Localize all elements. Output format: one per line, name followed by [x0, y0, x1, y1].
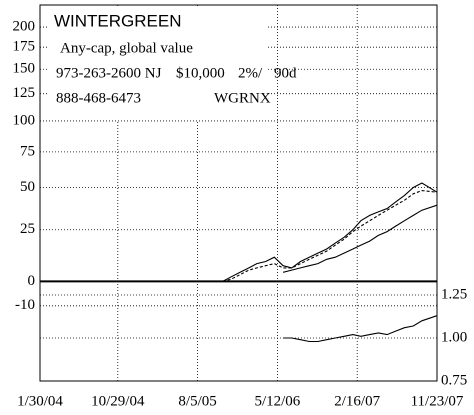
y-tick-label: 25 — [20, 221, 35, 237]
series-line — [222, 182, 438, 282]
x-tick-label: 10/29/04 — [91, 393, 145, 409]
y2-tick-label: 0.75 — [441, 372, 467, 388]
y-tick-label: 50 — [20, 179, 35, 195]
y-tick-label: 100 — [13, 112, 36, 128]
y-tick-label: 200 — [13, 19, 36, 35]
x-tick-label: 8/5/05 — [178, 393, 216, 409]
y2-tick-label: 1.00 — [441, 329, 467, 345]
info-box — [48, 8, 268, 120]
plot-frame — [39, 4, 438, 382]
y2-tick-label: 1.25 — [441, 286, 467, 302]
subtitle: 973-263-2600 NJ — [56, 65, 162, 81]
y-tick-label: 0 — [28, 273, 36, 289]
chart-title: WINTERGREEN — [54, 11, 182, 30]
x-tick-label: 1/30/04 — [17, 393, 63, 409]
series-line — [282, 204, 438, 273]
x-tick-label: 11/23/07 — [411, 393, 464, 409]
subtitle: $10,000 — [176, 65, 225, 81]
y-tick-label: 150 — [13, 61, 36, 77]
x-tick-label: 2/16/07 — [334, 393, 380, 409]
series-line — [283, 315, 438, 343]
y-tick-label: 125 — [13, 85, 36, 101]
y-tick-label: 75 — [20, 143, 35, 159]
y-tick-label: 175 — [13, 39, 36, 55]
subtitle: WGRNX — [214, 90, 271, 106]
subtitle: 90d — [274, 65, 297, 81]
x-tick-label: 5/12/06 — [254, 393, 300, 409]
series-line — [222, 190, 438, 282]
y-tick-label: -10 — [15, 297, 35, 313]
subtitle: Any-cap, global value — [60, 40, 193, 56]
subtitle: 2%/ — [238, 65, 263, 81]
subtitle: 888-468-6473 — [56, 90, 141, 106]
